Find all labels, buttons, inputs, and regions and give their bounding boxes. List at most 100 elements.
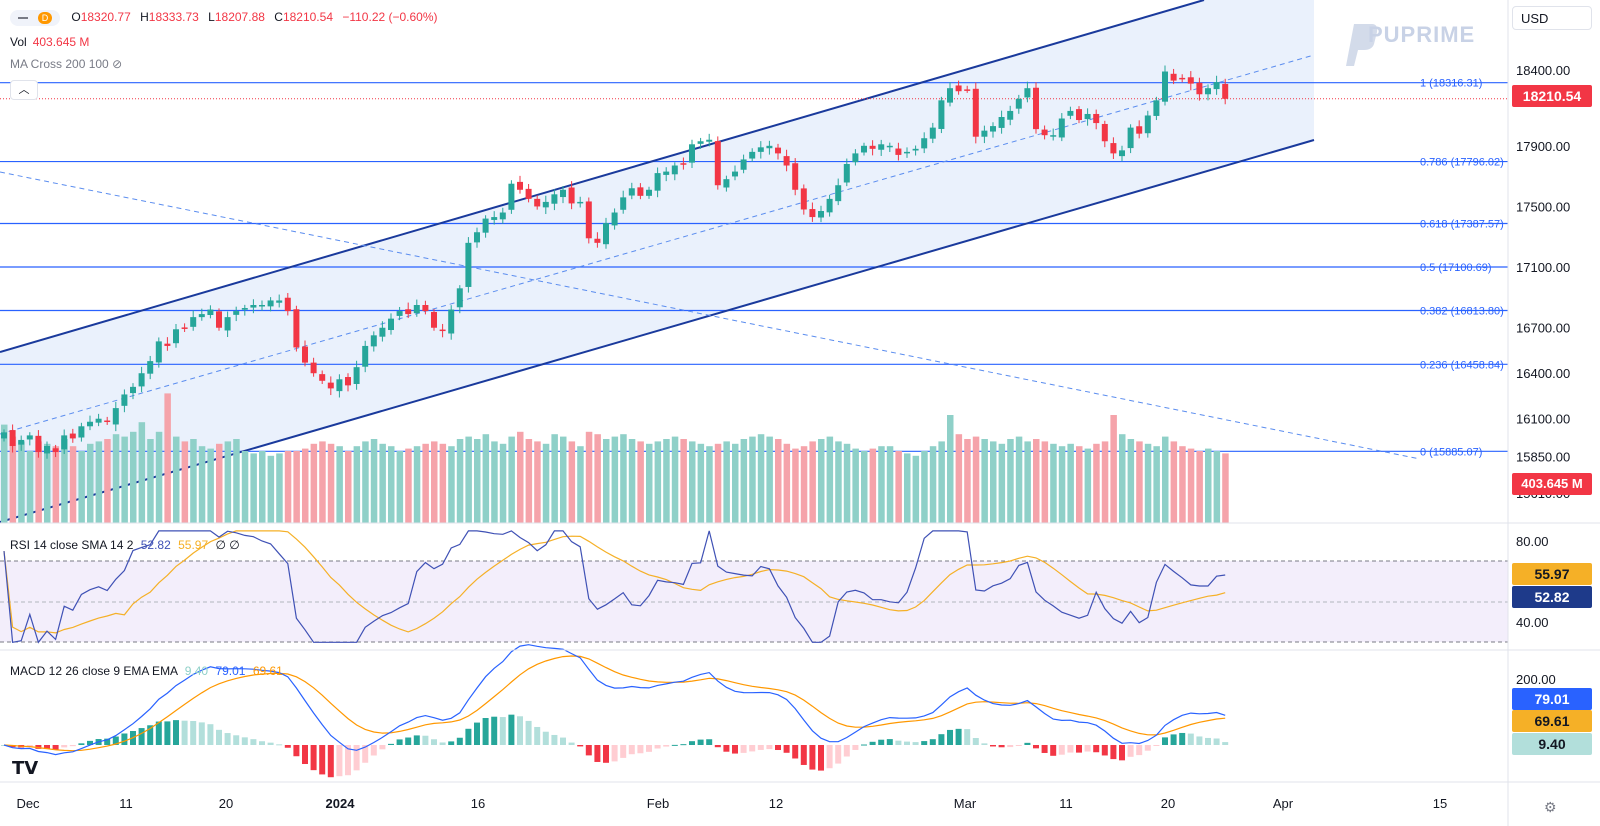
candle-body xyxy=(259,305,265,307)
volume-bar xyxy=(517,431,524,523)
macd-histogram-bar xyxy=(1196,736,1203,745)
macd-hist-badge: 9.40 xyxy=(1512,733,1592,755)
candle-body xyxy=(757,147,764,152)
high-label: H xyxy=(140,10,149,25)
settings-gear-icon[interactable]: ⚙ xyxy=(1544,799,1557,815)
macd-histogram-bar xyxy=(594,745,601,762)
volume-bar xyxy=(577,446,584,523)
candle-body xyxy=(654,173,661,191)
volume-bar xyxy=(1101,441,1109,523)
candle-body xyxy=(628,188,635,196)
macd-histogram-bar xyxy=(241,737,248,745)
macd-histogram-bar xyxy=(353,745,360,771)
macd-histogram-bar xyxy=(534,726,541,745)
candle-body xyxy=(1015,98,1022,109)
candle-body xyxy=(18,439,25,445)
date-tick-label: Feb xyxy=(647,796,669,811)
volume-bar xyxy=(878,446,885,523)
candle-body xyxy=(52,448,59,453)
volume-bar xyxy=(104,439,111,523)
candle-body xyxy=(981,130,988,137)
ma-legend: MA Cross 200 100 ⊘ xyxy=(10,57,122,71)
macd-histogram-bar xyxy=(628,745,635,755)
volume-bar xyxy=(1119,434,1126,523)
candle-body xyxy=(1205,88,1211,95)
macd-histogram-bar xyxy=(482,718,489,745)
macd-histogram-bar xyxy=(147,725,154,745)
macd-histogram-bar xyxy=(379,745,386,750)
volume-bar xyxy=(783,443,791,523)
volume-bar xyxy=(895,451,902,523)
candle-body xyxy=(835,185,842,202)
volume-bar xyxy=(1076,446,1083,523)
macd-histogram-bar xyxy=(895,740,902,745)
candle-body xyxy=(26,435,33,440)
candle-body xyxy=(379,327,386,337)
volume-bar xyxy=(714,443,722,523)
macd-histogram-bar xyxy=(1170,734,1177,745)
eye-off-icon[interactable]: ⊘ xyxy=(112,57,123,71)
macd-histogram-bar xyxy=(775,745,781,751)
macd-histogram-bar xyxy=(293,745,300,757)
fib-label-1: 1 (18316.31) xyxy=(1420,78,1482,90)
candle-body xyxy=(637,187,644,196)
macd-histogram-bar xyxy=(585,745,592,756)
candle-body xyxy=(697,141,704,144)
candle-body xyxy=(35,435,42,453)
macd-histogram-bar xyxy=(1076,745,1082,753)
macd-legend: MACD 12 26 close 9 EMA EMA 9.40 79.01 69… xyxy=(10,664,283,678)
macd-histogram-bar xyxy=(474,722,480,745)
volume-bar xyxy=(1222,453,1229,523)
volume-bar xyxy=(740,439,748,523)
volume-bar xyxy=(310,443,318,523)
candle-body xyxy=(345,377,351,386)
volume-bar xyxy=(259,451,266,523)
volume-bar xyxy=(749,436,756,523)
volume-bar xyxy=(1041,441,1049,523)
candle-body xyxy=(241,308,248,310)
volume-bar xyxy=(663,439,670,523)
macd-hist-value: 9.40 xyxy=(184,664,209,678)
candle-body xyxy=(1136,126,1143,134)
candle-body xyxy=(302,346,308,363)
volume-bar xyxy=(482,434,490,523)
volume-bar xyxy=(26,451,34,523)
candle-body xyxy=(861,145,867,153)
volume-bar xyxy=(1,424,8,523)
macd-histogram-bar xyxy=(1024,742,1031,745)
macd-histogram-bar xyxy=(413,735,420,745)
collapse-legend-button[interactable]: ︿ xyxy=(10,80,38,100)
date-tick-label: Mar xyxy=(954,796,977,811)
candle-body xyxy=(990,126,996,132)
volume-bar xyxy=(723,441,730,523)
candle-body xyxy=(1119,150,1125,157)
price-tick-label: 16700.00 xyxy=(1516,321,1570,336)
volume-bar xyxy=(637,441,644,523)
currency-selector[interactable]: USD xyxy=(1512,6,1592,30)
rsi-sma-line xyxy=(3,530,1226,634)
volume-bar xyxy=(379,443,386,523)
ma-label: MA Cross 200 100 xyxy=(10,57,109,71)
macd-histogram-bar xyxy=(732,745,738,754)
volume-bar xyxy=(284,451,292,523)
candle-body xyxy=(233,311,240,315)
volume-bar xyxy=(456,439,464,523)
candle-body xyxy=(766,145,773,149)
date-tick-label: Dec xyxy=(16,796,40,811)
volume-bar xyxy=(757,434,765,523)
candle-body xyxy=(534,198,541,207)
volume-bar xyxy=(508,436,515,523)
candle-body xyxy=(147,361,154,374)
fib-label-0.382: 0.382 (16813.80) xyxy=(1420,305,1504,317)
candle-body xyxy=(732,171,738,177)
symbol-pill[interactable]: D xyxy=(10,10,60,26)
macd-histogram-bar xyxy=(233,735,240,745)
macd-histogram-bar xyxy=(947,729,953,745)
volume-bar xyxy=(990,441,997,523)
volume-bar xyxy=(1213,451,1221,523)
candle-body xyxy=(886,145,893,148)
macd-histogram-bar xyxy=(912,742,919,745)
macd-histogram-bar xyxy=(284,745,291,748)
macd-histogram-bar xyxy=(1015,745,1022,746)
